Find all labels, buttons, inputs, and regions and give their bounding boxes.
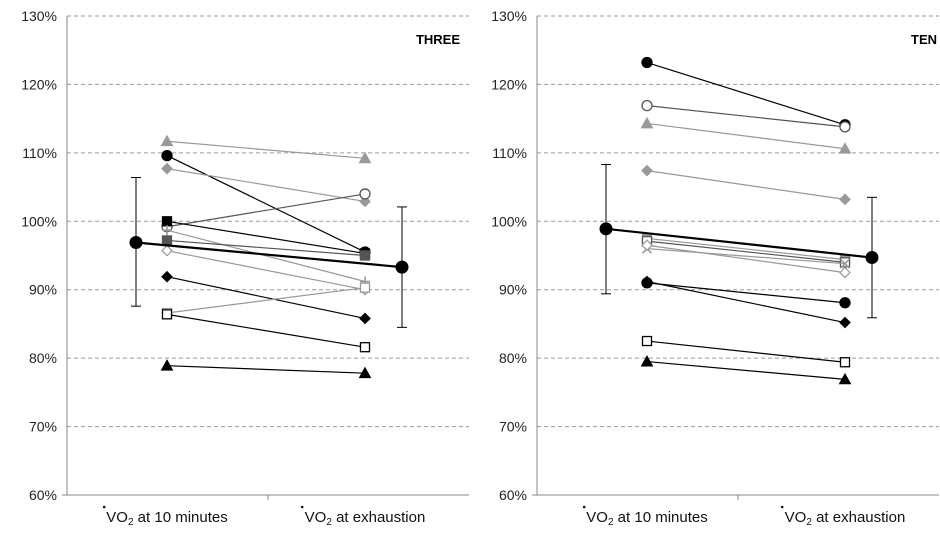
- series-point-4-a: [161, 216, 173, 227]
- y-tick-label: 130%: [491, 8, 527, 24]
- series-point-0-a: [160, 134, 174, 147]
- series-point-0-b: [358, 151, 372, 164]
- series-point-7-a: [161, 244, 173, 257]
- chart-panel-three: THREE 60% 70% 80% 90% 100% 110% 120% 130% VO2 at…: [0, 0, 470, 529]
- series-line-9: [646, 280, 846, 324]
- y-tick-label: 70%: [29, 419, 57, 435]
- y-tick-label: 110%: [22, 145, 57, 161]
- series-point-11-b: [838, 372, 852, 385]
- series-point-8-b: [839, 297, 851, 309]
- y-tick-label: 120%: [491, 76, 527, 92]
- series-point-6-b: [359, 250, 371, 261]
- series-point-11-a: [640, 355, 654, 367]
- series-point-8-b: [359, 312, 371, 325]
- y-tick-label: 100%: [21, 213, 57, 229]
- series-point-8-a: [161, 270, 173, 283]
- x-category-label: VO2 at exhaustion: [305, 509, 426, 528]
- series-point-2-b: [838, 142, 852, 154]
- series-point-11-b: [358, 366, 372, 379]
- series-line-8: [646, 282, 846, 304]
- series-point-6-a: [161, 235, 173, 246]
- series-line-4: [166, 220, 366, 255]
- series-line-6: [166, 239, 366, 257]
- series-line-1: [646, 105, 846, 128]
- series-line-7: [166, 250, 366, 291]
- series-point-0-a: [641, 56, 653, 69]
- v-dot: [102, 505, 106, 509]
- v-dot: [300, 505, 304, 509]
- series-point-9-b: [839, 316, 851, 329]
- y-tick-label: 90%: [29, 282, 57, 298]
- series-point-5-a: [162, 225, 172, 236]
- x-category-label: VO2 at exhaustion: [785, 509, 906, 528]
- series-point-1-a: [161, 149, 173, 162]
- series-point-1-b: [839, 121, 851, 133]
- y-tick-label: 70%: [499, 419, 527, 435]
- chart-svg-ten: TEN 60% 70% 80% 90% 100% 110% 120% 130% VO2 at 1…: [491, 8, 939, 528]
- series-line-11: [646, 360, 846, 380]
- series-line-7: [646, 244, 846, 274]
- y-tick-label: 60%: [499, 487, 527, 503]
- series-point-10-a: [161, 309, 173, 320]
- series-line-5: [166, 229, 366, 283]
- panel-label-three: THREE: [416, 32, 460, 47]
- series-point-9-a: [641, 275, 653, 288]
- panel-label-ten: TEN: [911, 32, 937, 47]
- series-line-9: [166, 287, 366, 314]
- x-category-label: VO2 at 10 minutes: [586, 509, 707, 528]
- series-line-1: [166, 155, 366, 253]
- y-tick-label: 120%: [21, 76, 57, 92]
- series-line-2: [646, 122, 846, 150]
- series-point-3-a: [641, 164, 653, 177]
- series-point-2-a: [161, 162, 173, 175]
- series-line-0: [646, 61, 846, 126]
- series-line-0: [166, 140, 366, 159]
- x-category-label: VO2 at 10 minutes: [106, 509, 227, 528]
- series-line-6: [646, 248, 846, 265]
- series-point-3-b: [839, 193, 851, 206]
- series-line-2: [166, 168, 366, 203]
- series-line-11: [166, 365, 366, 374]
- y-tick-label: 110%: [492, 145, 527, 161]
- series-point-10-a: [641, 335, 653, 347]
- mean-line: [135, 241, 403, 269]
- mean-line: [605, 227, 873, 259]
- v-dot: [582, 505, 586, 509]
- y-tick-label: 80%: [29, 350, 57, 366]
- series-line-3: [646, 170, 846, 200]
- y-tick-label: 60%: [29, 487, 57, 503]
- series-point-5-b: [839, 257, 851, 268]
- series-point-11-a: [160, 359, 174, 371]
- mean-point: [129, 235, 143, 249]
- y-tick-label: 100%: [491, 213, 527, 229]
- series-point-10-b: [359, 342, 371, 353]
- series-line-3: [166, 193, 366, 228]
- chart-panel-ten: TEN 60% 70% 80% 90% 100% 110% 120% 130% VO2 at 1…: [470, 0, 940, 529]
- series-line-8: [166, 276, 366, 320]
- mean-point: [395, 260, 409, 274]
- chart-svg-three: THREE 60% 70% 80% 90% 100% 110% 120% 130% VO2 at…: [21, 8, 469, 528]
- series-point-7-b: [839, 266, 851, 279]
- series-point-6-b: [839, 258, 851, 269]
- y-tick-label: 130%: [21, 8, 57, 24]
- v-dot: [780, 505, 784, 509]
- series-point-2-a: [640, 116, 654, 129]
- series-line-10: [646, 340, 846, 363]
- series-point-1-a: [641, 99, 653, 112]
- y-tick-label: 90%: [499, 282, 527, 298]
- mean-point: [865, 251, 879, 265]
- series-line-5: [646, 240, 846, 263]
- series-line-10: [166, 313, 366, 348]
- series-point-10-b: [839, 357, 851, 368]
- series-point-9-b: [359, 282, 371, 293]
- series-point-3-b: [359, 188, 371, 200]
- series-point-7-a: [641, 239, 653, 252]
- series-line-4: [646, 237, 846, 261]
- mean-point: [599, 222, 613, 236]
- y-tick-label: 80%: [499, 350, 527, 366]
